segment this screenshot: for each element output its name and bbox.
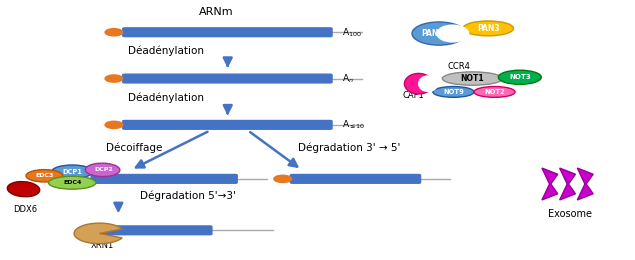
FancyBboxPatch shape xyxy=(91,174,237,183)
Ellipse shape xyxy=(51,165,93,178)
Ellipse shape xyxy=(463,21,514,36)
Ellipse shape xyxy=(48,176,96,189)
Text: XRN1: XRN1 xyxy=(91,241,114,250)
Text: PAN3: PAN3 xyxy=(477,24,500,33)
Ellipse shape xyxy=(443,72,502,85)
Text: ARNm: ARNm xyxy=(199,7,234,17)
Ellipse shape xyxy=(437,25,469,42)
Ellipse shape xyxy=(8,181,40,197)
Text: Dégradation 3' → 5': Dégradation 3' → 5' xyxy=(298,143,400,153)
Ellipse shape xyxy=(498,70,541,84)
FancyBboxPatch shape xyxy=(123,120,332,129)
Text: Déadénylation: Déadénylation xyxy=(128,92,204,103)
Text: Décoiffage: Décoiffage xyxy=(106,143,163,153)
FancyBboxPatch shape xyxy=(123,74,332,83)
Ellipse shape xyxy=(418,76,438,92)
FancyBboxPatch shape xyxy=(91,226,212,235)
Ellipse shape xyxy=(474,87,515,97)
Circle shape xyxy=(105,121,123,128)
Ellipse shape xyxy=(26,170,63,182)
Text: NOT3: NOT3 xyxy=(509,74,531,80)
Text: NOT1: NOT1 xyxy=(460,74,485,83)
Text: Déadénylation: Déadénylation xyxy=(128,45,204,56)
Text: EDC3: EDC3 xyxy=(35,173,53,178)
Text: Dégradation 5'→3': Dégradation 5'→3' xyxy=(140,190,236,201)
Text: DDX6: DDX6 xyxy=(13,205,37,214)
Polygon shape xyxy=(74,223,122,244)
Text: A$_{\leq10}$: A$_{\leq10}$ xyxy=(342,119,365,131)
Text: NOT9: NOT9 xyxy=(443,89,464,95)
Circle shape xyxy=(274,175,291,183)
Ellipse shape xyxy=(412,22,465,45)
Circle shape xyxy=(105,75,123,82)
Text: EDC4: EDC4 xyxy=(63,180,81,185)
Polygon shape xyxy=(542,168,558,200)
Text: DCP1: DCP1 xyxy=(62,169,82,175)
Text: CCR4: CCR4 xyxy=(448,62,471,72)
Text: A$_{100}$: A$_{100}$ xyxy=(342,26,361,39)
Ellipse shape xyxy=(85,163,120,177)
Polygon shape xyxy=(577,168,593,200)
Ellipse shape xyxy=(404,73,433,94)
Circle shape xyxy=(105,29,123,36)
Text: PAN2: PAN2 xyxy=(421,29,444,38)
Text: CAF1: CAF1 xyxy=(403,91,425,100)
Polygon shape xyxy=(559,168,575,200)
Text: Exosome: Exosome xyxy=(549,209,592,219)
Ellipse shape xyxy=(433,87,474,97)
Text: DCP2: DCP2 xyxy=(95,167,113,172)
Text: NOT2: NOT2 xyxy=(484,89,505,95)
FancyBboxPatch shape xyxy=(290,174,420,183)
Text: A$_n$: A$_n$ xyxy=(342,73,354,85)
FancyBboxPatch shape xyxy=(123,28,332,37)
